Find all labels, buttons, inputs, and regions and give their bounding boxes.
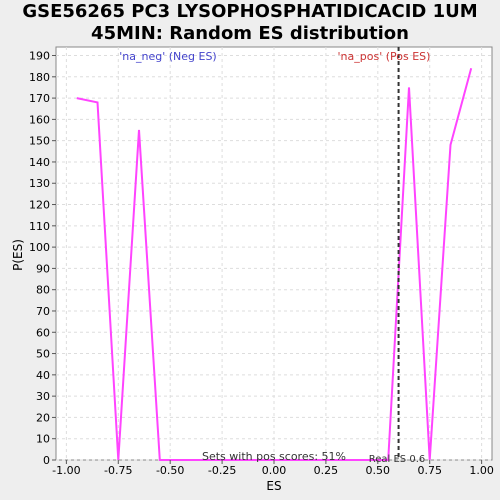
y-tick-label: 120: [29, 199, 50, 212]
y-tick-label: 130: [29, 177, 50, 190]
x-tick-label: -0.75: [104, 464, 132, 477]
x-tick-label: -1.00: [52, 464, 80, 477]
y-tick-label: 90: [36, 262, 50, 275]
y-tick-label: 20: [36, 411, 50, 424]
y-tick-label: 80: [36, 284, 50, 297]
y-tick-label: 150: [29, 135, 50, 148]
chart-title: GSE56265 PC3 LYSOPHOSPHATIDICACID 1UM 45…: [0, 1, 500, 45]
grid-lines: [56, 47, 492, 461]
y-tick-label: 60: [36, 326, 50, 339]
y-tick-label: 140: [29, 156, 50, 169]
legend-neg-es: 'na_neg' (Neg ES): [119, 50, 216, 63]
y-tick-label: 40: [36, 369, 50, 382]
x-tick-label: -0.25: [208, 464, 236, 477]
y-axis-label: P(ES): [11, 239, 25, 271]
y-tick-label: 50: [36, 348, 50, 361]
real-es-annotation: Real ES 0.6: [369, 454, 425, 465]
x-tick-label: 0.25: [314, 464, 339, 477]
x-tick-label: 0.75: [417, 464, 442, 477]
y-tick-label: 190: [29, 50, 50, 63]
chart-title-line1: GSE56265 PC3 LYSOPHOSPHATIDICACID 1UM: [22, 1, 478, 22]
x-tick-label: 0.50: [366, 464, 391, 477]
y-tick-label: 160: [29, 113, 50, 126]
y-tick-label: 30: [36, 390, 50, 403]
y-tick-label: 170: [29, 92, 50, 105]
x-tick-label: -0.50: [156, 464, 184, 477]
y-tick-label: 100: [29, 241, 50, 254]
y-tick-label: 180: [29, 71, 50, 84]
y-tick-label: 10: [36, 433, 50, 446]
x-axis-label: ES: [266, 479, 281, 493]
sets-with-pos-scores-annotation: Sets with pos scores: 51%: [202, 450, 346, 463]
chart-title-line2: 45MIN: Random ES distribution: [91, 23, 409, 44]
y-tick-label: 70: [36, 305, 50, 318]
y-tick-label: 110: [29, 220, 50, 233]
legend-pos-es: 'na_pos' (Pos ES): [338, 50, 431, 63]
y-tick-label: 0: [43, 454, 50, 467]
x-tick-label: 1.00: [469, 464, 494, 477]
x-tick-label: 0.00: [262, 464, 287, 477]
axes-layer: 0 10 20 30 40 50 60 70 80 90 100 110 120 130 140 150 160…: [29, 50, 494, 477]
